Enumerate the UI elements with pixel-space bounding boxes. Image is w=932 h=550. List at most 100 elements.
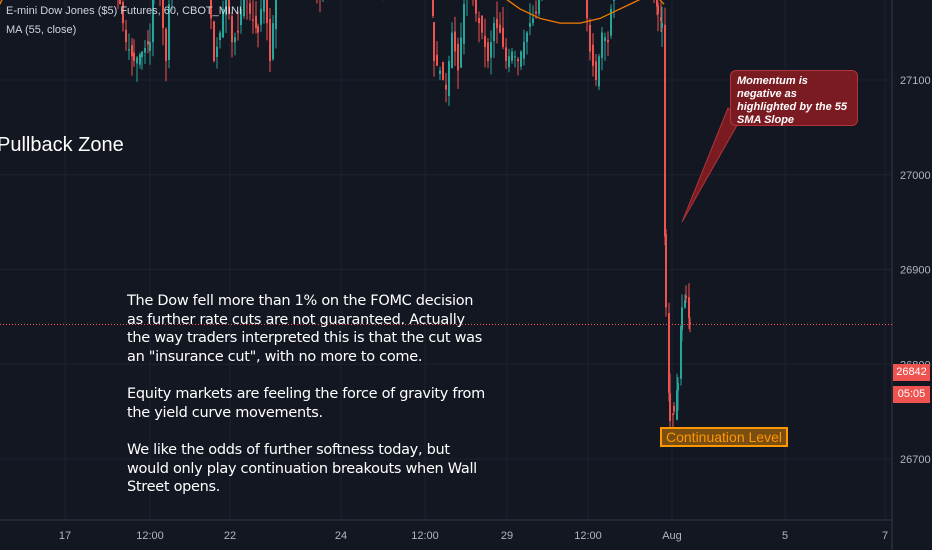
x-tick-label: 12:00 <box>574 530 602 542</box>
candle-body <box>478 17 480 24</box>
candle-body <box>484 35 486 47</box>
x-tick-label: Aug <box>662 530 682 542</box>
candle-body <box>689 322 691 325</box>
candle-body <box>243 0 245 16</box>
candle-body <box>688 297 690 318</box>
candle-body <box>131 45 133 57</box>
candle-body <box>216 46 218 57</box>
candle-body <box>681 307 683 330</box>
momentum-callout[interactable]: Momentum is negative as highlighted by t… <box>730 70 858 126</box>
candle-body <box>240 8 242 26</box>
candle-body <box>222 8 224 38</box>
candle-body <box>119 0 121 5</box>
candle-body <box>499 24 501 33</box>
candle-body <box>133 52 135 62</box>
countdown-tag: 05:05 <box>893 386 930 403</box>
candle-body <box>147 41 149 45</box>
candle-body <box>523 42 525 59</box>
last-price-tag: 26842 <box>893 364 930 381</box>
candle-body <box>514 56 516 58</box>
candle-body <box>505 47 507 62</box>
candle-body <box>433 22 435 62</box>
candle-body <box>234 37 236 43</box>
candle-body <box>598 56 600 87</box>
candle-body <box>684 300 686 308</box>
candle-body <box>152 0 154 43</box>
candle-body <box>454 31 456 52</box>
candle-body <box>144 48 146 53</box>
candle-body <box>589 24 591 52</box>
pullback-zone-label[interactable]: Pullback Zone <box>0 134 124 156</box>
symbol-title: E-mini Dow Jones ($5) Futures, 60, CBOT_… <box>6 5 242 17</box>
x-tick-label: 17 <box>59 530 71 542</box>
candle-body <box>669 393 671 422</box>
candle-body <box>162 0 164 28</box>
candle-body <box>139 53 141 65</box>
candle-body <box>168 4 170 61</box>
candle-body <box>136 57 138 64</box>
candle-body <box>266 0 268 24</box>
candle-body <box>664 24 666 237</box>
candle-body <box>520 51 522 67</box>
candle-body <box>493 23 495 42</box>
candle-body <box>538 0 540 14</box>
commentary-paragraph-1: The Dow fell more than 1% on the FOMC de… <box>127 293 482 365</box>
candle-body <box>149 42 151 51</box>
y-tick-label: 26900 <box>900 265 931 277</box>
candle-body <box>225 0 227 16</box>
candle-body <box>502 27 504 47</box>
y-tick-label: 27100 <box>900 75 931 87</box>
candle-body <box>607 39 609 43</box>
candle-body <box>685 295 687 298</box>
x-tick-label: 5 <box>782 530 788 542</box>
candle-body <box>442 62 444 80</box>
candle-body <box>228 0 230 14</box>
candle-body <box>249 3 251 14</box>
candle-body <box>125 29 127 43</box>
continuation-level-label[interactable]: Continuation Level <box>660 427 788 447</box>
candle-body <box>237 30 239 33</box>
x-tick-label: 12:00 <box>136 530 164 542</box>
candle-body <box>481 15 483 33</box>
x-tick-label: 22 <box>224 530 236 542</box>
candle-body <box>213 21 215 62</box>
y-tick-label: 26700 <box>900 454 931 466</box>
candle-body <box>463 4 465 44</box>
candle-body <box>255 15 257 28</box>
candle-body <box>257 26 259 33</box>
candle-body <box>141 51 143 58</box>
candle-body <box>475 0 477 14</box>
candle-body <box>676 390 678 420</box>
candle-body <box>610 8 612 36</box>
candle-body <box>448 61 450 96</box>
candle-body <box>269 19 271 62</box>
candle-body <box>511 51 513 61</box>
candle-body <box>673 405 675 412</box>
ma-indicator-label[interactable]: MA (55, close) <box>6 24 77 36</box>
candle-body <box>210 0 212 19</box>
commentary-text[interactable]: The Dow fell more than 1% on the FOMC de… <box>127 292 487 516</box>
candle-body <box>275 0 277 30</box>
candle-body <box>657 5 659 14</box>
candle-body <box>508 56 510 68</box>
candle-body <box>122 2 124 24</box>
candle-body <box>128 49 130 51</box>
commentary-paragraph-2: Equity markets are feeling the force of … <box>127 386 485 421</box>
candle-body <box>490 42 492 58</box>
x-tick-label: 12:00 <box>411 530 439 542</box>
candle-body <box>592 44 594 66</box>
commentary-paragraph-3: We like the odds of further softness tod… <box>127 442 477 495</box>
candle-body <box>451 32 453 68</box>
candle-body <box>535 11 537 14</box>
candle-body <box>260 8 262 25</box>
candle-body <box>487 42 489 62</box>
candle-body <box>660 17 662 21</box>
candle-body <box>656 0 658 7</box>
candle-body <box>445 84 447 90</box>
candle-body <box>219 32 221 41</box>
candle-body <box>526 32 528 42</box>
candle-body <box>439 70 441 75</box>
candle-body <box>231 16 233 43</box>
y-tick-label: 27000 <box>900 170 931 182</box>
candle-body <box>680 326 682 379</box>
